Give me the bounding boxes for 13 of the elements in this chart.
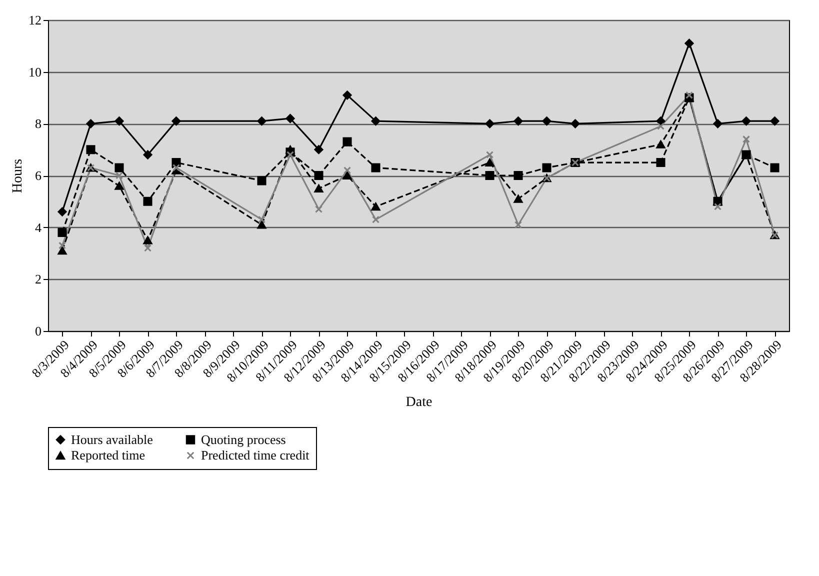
legend-label: Predicted time credit bbox=[201, 448, 310, 462]
y-tick-label: 6 bbox=[35, 168, 42, 183]
x-axis-title: Date bbox=[406, 394, 432, 410]
y-tick-label: 4 bbox=[35, 220, 42, 235]
legend-label: Quoting process bbox=[201, 432, 286, 447]
legend-label: Hours available bbox=[71, 432, 154, 447]
y-axis-title: Hours bbox=[10, 158, 26, 194]
y-tick-label: 12 bbox=[28, 12, 42, 28]
y-tick-label: 2 bbox=[35, 272, 42, 287]
legend-label: Reported time bbox=[71, 448, 146, 462]
y-tick-label: 10 bbox=[28, 64, 42, 80]
y-tick-label: 8 bbox=[35, 116, 42, 132]
y-tick-label: 0 bbox=[35, 324, 42, 338]
